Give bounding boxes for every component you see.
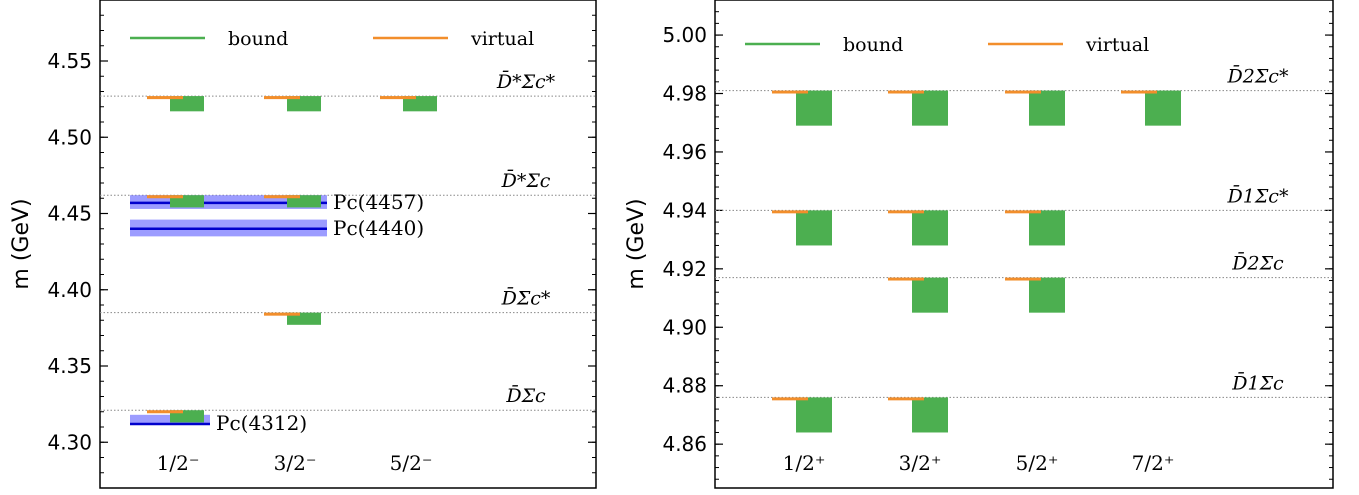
category-label: 5/2⁺	[1016, 451, 1059, 475]
virtual-bar	[772, 210, 808, 214]
bound-bar	[1145, 90, 1181, 126]
virtual-bar	[147, 96, 183, 100]
experiment-label: Pc(4312)	[216, 411, 307, 435]
category-label: 3/2⁺	[899, 451, 942, 475]
y-tick-label: 4.50	[47, 125, 92, 149]
virtual-bar	[147, 195, 183, 199]
bound-bar	[170, 410, 204, 423]
virtual-bar	[380, 96, 416, 100]
bound-bar	[912, 397, 948, 433]
bound-bar	[287, 96, 321, 112]
bound-bar	[1029, 210, 1065, 246]
legend-virtual-label: virtual	[470, 28, 534, 50]
threshold-label: D̄1Σc*	[1227, 184, 1289, 207]
threshold-label: D̄Σc*	[501, 286, 551, 309]
y-tick-label: 4.98	[662, 82, 707, 106]
y-tick-label: 4.35	[47, 354, 92, 378]
category-label: 5/2⁻	[390, 451, 433, 475]
threshold-label: D̄Σc	[505, 384, 546, 407]
category-label: 3/2⁻	[274, 451, 317, 475]
plot-frame	[714, 0, 1334, 489]
threshold-label: D̄*Σc	[501, 169, 551, 192]
threshold-label: D̄*Σc*	[496, 70, 556, 93]
virtual-bar	[147, 410, 183, 414]
experiment-label: Pc(4457)	[333, 190, 424, 214]
virtual-bar	[772, 90, 808, 94]
virtual-bar	[264, 195, 300, 199]
y-tick-label: 4.90	[662, 315, 707, 339]
threshold-label: D̄2Σc*	[1227, 64, 1289, 87]
bound-bar	[1029, 277, 1065, 313]
y-tick-label: 4.86	[662, 432, 707, 456]
y-tick-label: 4.96	[662, 140, 707, 164]
bound-bar	[796, 210, 832, 246]
experiment-label: Pc(4440)	[333, 216, 424, 240]
y-tick-label: 4.30	[47, 430, 92, 454]
y-tick-label: 4.88	[662, 374, 707, 398]
virtual-bar	[264, 96, 300, 100]
category-label: 1/2⁻	[157, 451, 200, 475]
bound-bar	[170, 96, 204, 112]
virtual-bar	[1005, 210, 1041, 214]
bound-bar	[1029, 90, 1065, 126]
threshold-label: D̄1Σc	[1231, 371, 1284, 394]
virtual-bar	[264, 312, 300, 316]
virtual-bar	[888, 210, 924, 214]
category-label: 1/2⁺	[783, 451, 826, 475]
virtual-bar	[1005, 277, 1041, 281]
virtual-bar	[1121, 90, 1157, 94]
y-tick-label: 4.45	[47, 202, 92, 226]
right-panel: 4.86 4.88 4.90 4.92 4.94 4.96 4.98 5.00 m (GeV) D…	[624, 0, 1334, 489]
bound-bar	[912, 277, 948, 313]
bound-bar	[912, 90, 948, 126]
bound-bar	[796, 90, 832, 126]
bound-bar	[912, 210, 948, 246]
virtual-bar	[888, 90, 924, 94]
threshold-label: D̄2Σc	[1231, 251, 1284, 274]
y-tick-label: 4.55	[47, 49, 92, 73]
y-tick-label: 4.40	[47, 278, 92, 302]
virtual-bar	[888, 397, 924, 401]
legend-bound-label: bound	[228, 28, 288, 50]
virtual-bar	[888, 277, 924, 281]
y-tick-label: 5.00	[662, 23, 707, 47]
y-tick-label: 4.94	[662, 198, 707, 222]
virtual-bar	[772, 397, 808, 401]
y-axis-label: m (GeV)	[624, 198, 649, 289]
y-axis-label: m (GeV)	[9, 198, 34, 289]
legend-bound-label: bound	[843, 34, 903, 56]
y-tick-label: 4.92	[662, 257, 707, 281]
bound-bar	[403, 96, 437, 112]
legend-virtual-label: virtual	[1085, 34, 1149, 56]
bound-bar	[796, 397, 832, 433]
category-label: 7/2⁺	[1132, 451, 1175, 475]
left-panel: 4.30 4.35 4.40 4.45 4.50 4.55 m (GeV) D̄*Σc* D̄*…	[9, 0, 597, 489]
virtual-bar	[1005, 90, 1041, 94]
